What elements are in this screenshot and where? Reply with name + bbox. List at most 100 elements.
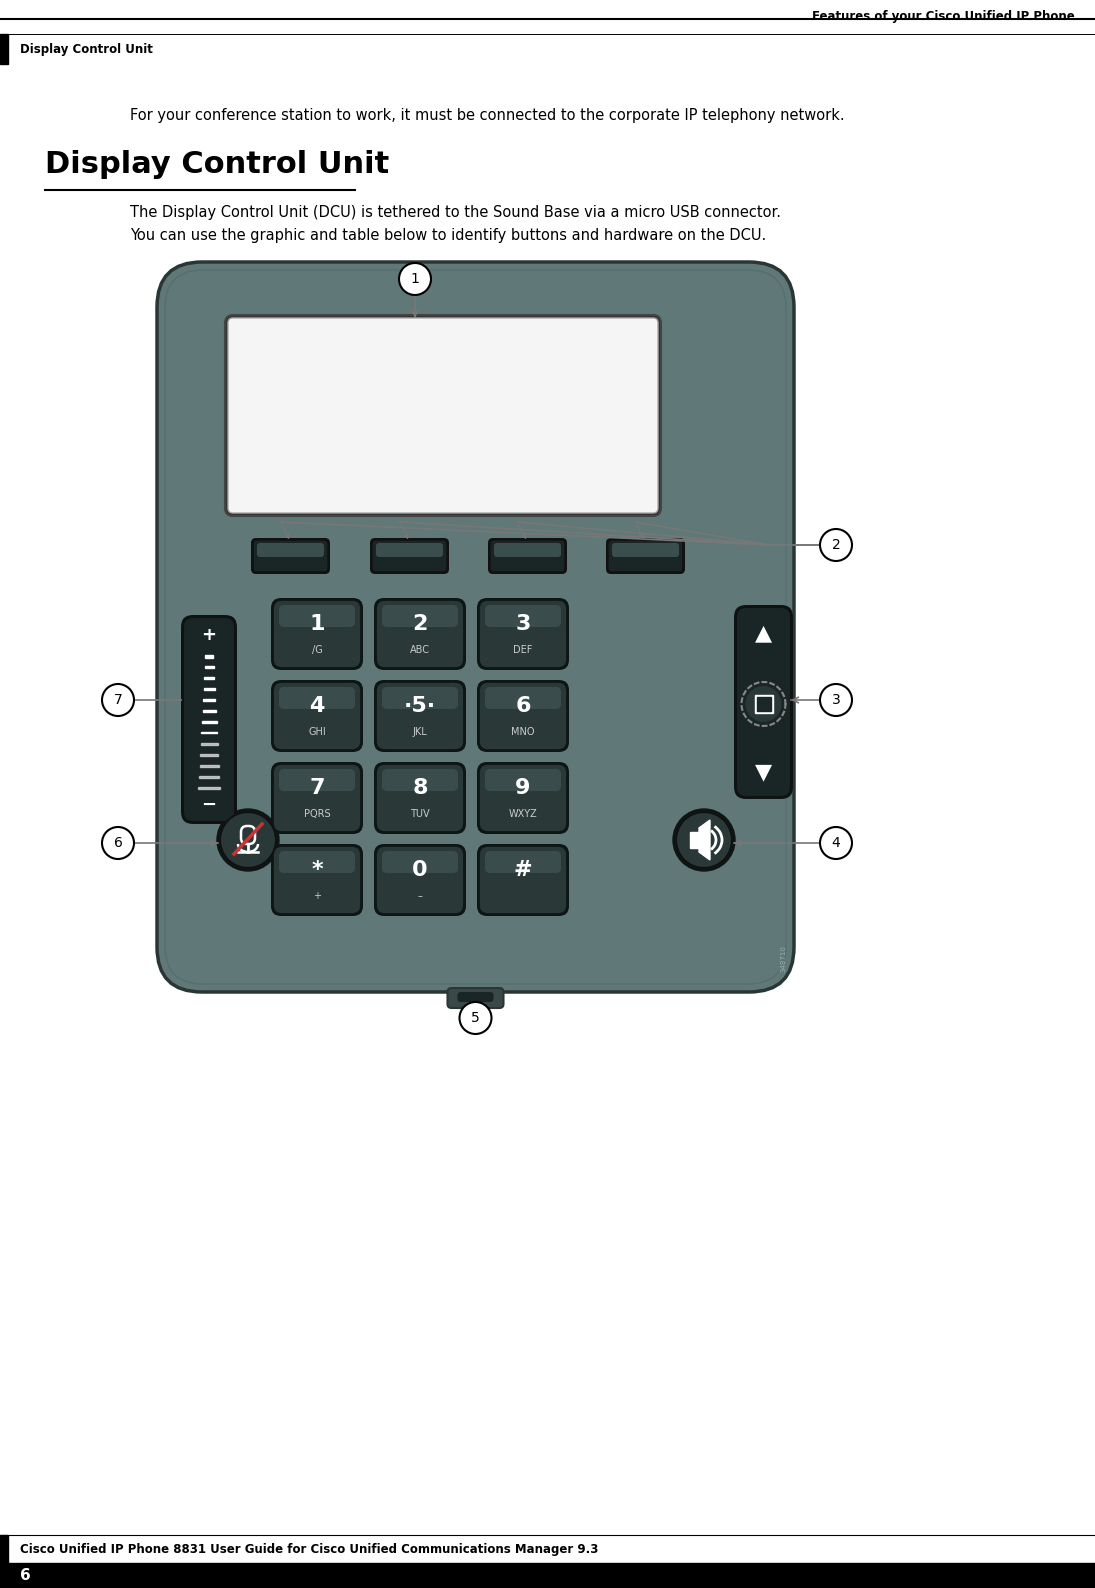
FancyBboxPatch shape — [382, 769, 458, 791]
Polygon shape — [699, 819, 710, 861]
Text: DEF: DEF — [514, 645, 532, 654]
FancyBboxPatch shape — [279, 851, 355, 873]
FancyBboxPatch shape — [485, 769, 561, 791]
Bar — [0, 1563, 1095, 1588]
FancyBboxPatch shape — [183, 618, 235, 823]
Text: 5: 5 — [471, 1012, 480, 1024]
Text: *: * — [311, 861, 323, 880]
FancyBboxPatch shape — [374, 680, 466, 753]
Circle shape — [399, 264, 431, 295]
Text: /G: /G — [312, 645, 322, 654]
Circle shape — [746, 686, 782, 723]
Bar — [200, 754, 218, 756]
FancyBboxPatch shape — [494, 543, 561, 557]
FancyBboxPatch shape — [382, 688, 458, 708]
Text: 0: 0 — [412, 861, 428, 880]
FancyBboxPatch shape — [485, 851, 561, 873]
FancyBboxPatch shape — [479, 600, 567, 669]
Bar — [690, 832, 699, 848]
FancyBboxPatch shape — [448, 988, 504, 1008]
FancyBboxPatch shape — [376, 543, 443, 557]
Bar — [204, 676, 214, 680]
Bar — [754, 696, 772, 713]
Text: ABC: ABC — [410, 645, 430, 654]
FancyBboxPatch shape — [612, 543, 679, 557]
FancyBboxPatch shape — [376, 681, 464, 750]
Text: –: – — [417, 891, 423, 900]
Circle shape — [460, 1002, 492, 1034]
FancyBboxPatch shape — [376, 846, 464, 915]
FancyBboxPatch shape — [372, 540, 447, 572]
Text: 6: 6 — [20, 1567, 31, 1583]
Text: Display Control Unit: Display Control Unit — [20, 43, 153, 56]
FancyBboxPatch shape — [608, 540, 683, 572]
Bar — [205, 665, 214, 669]
FancyBboxPatch shape — [734, 605, 793, 799]
Text: 6: 6 — [114, 835, 123, 850]
Circle shape — [673, 808, 735, 870]
Text: +: + — [201, 626, 217, 645]
Text: 7: 7 — [309, 778, 325, 799]
Bar — [198, 788, 220, 789]
FancyBboxPatch shape — [370, 538, 449, 573]
Text: ·5·: ·5· — [404, 696, 436, 716]
FancyBboxPatch shape — [273, 681, 361, 750]
Text: 4: 4 — [831, 835, 840, 850]
FancyBboxPatch shape — [488, 538, 567, 573]
Text: TUV: TUV — [411, 808, 430, 819]
Text: PQRS: PQRS — [303, 808, 331, 819]
FancyBboxPatch shape — [279, 605, 355, 627]
Text: 2: 2 — [831, 538, 840, 553]
Circle shape — [820, 529, 852, 561]
FancyBboxPatch shape — [270, 762, 364, 834]
Text: 348710: 348710 — [780, 945, 786, 972]
Text: 7: 7 — [114, 692, 123, 707]
Text: 3: 3 — [831, 692, 840, 707]
FancyBboxPatch shape — [477, 762, 569, 834]
Bar — [757, 697, 771, 711]
FancyBboxPatch shape — [477, 680, 569, 753]
Circle shape — [217, 808, 279, 870]
FancyBboxPatch shape — [374, 843, 466, 916]
FancyBboxPatch shape — [228, 318, 658, 513]
FancyBboxPatch shape — [181, 615, 237, 824]
FancyBboxPatch shape — [489, 540, 565, 572]
Bar — [203, 710, 216, 711]
Text: Display Control Unit: Display Control Unit — [45, 149, 389, 179]
FancyBboxPatch shape — [479, 681, 567, 750]
FancyBboxPatch shape — [279, 769, 355, 791]
Bar — [203, 699, 215, 700]
Bar — [199, 765, 219, 767]
Bar — [201, 721, 217, 723]
Bar — [205, 654, 214, 657]
Text: 6: 6 — [516, 696, 531, 716]
FancyBboxPatch shape — [485, 688, 561, 708]
FancyBboxPatch shape — [477, 599, 569, 670]
Text: The Display Control Unit (DCU) is tethered to the Sound Base via a micro USB con: The Display Control Unit (DCU) is tether… — [130, 205, 781, 221]
FancyBboxPatch shape — [273, 600, 361, 669]
FancyBboxPatch shape — [479, 764, 567, 832]
Text: WXYZ: WXYZ — [508, 808, 538, 819]
FancyBboxPatch shape — [270, 843, 364, 916]
FancyBboxPatch shape — [251, 538, 330, 573]
Text: 3: 3 — [516, 615, 531, 634]
Text: 8: 8 — [412, 778, 428, 799]
FancyBboxPatch shape — [279, 688, 355, 708]
FancyBboxPatch shape — [477, 843, 569, 916]
Text: For your conference station to work, it must be connected to the corporate IP te: For your conference station to work, it … — [130, 108, 844, 122]
Text: ▲: ▲ — [754, 622, 772, 643]
Text: GHI: GHI — [308, 727, 326, 737]
Circle shape — [820, 684, 852, 716]
Bar — [0, 1536, 8, 1563]
FancyBboxPatch shape — [479, 846, 567, 915]
FancyBboxPatch shape — [257, 543, 324, 557]
FancyBboxPatch shape — [374, 599, 466, 670]
Bar — [0, 33, 8, 64]
FancyBboxPatch shape — [376, 600, 464, 669]
FancyBboxPatch shape — [736, 607, 791, 797]
FancyBboxPatch shape — [273, 764, 361, 832]
Circle shape — [102, 827, 134, 859]
Text: MNO: MNO — [511, 727, 534, 737]
Text: −: − — [201, 796, 217, 815]
FancyBboxPatch shape — [382, 605, 458, 627]
